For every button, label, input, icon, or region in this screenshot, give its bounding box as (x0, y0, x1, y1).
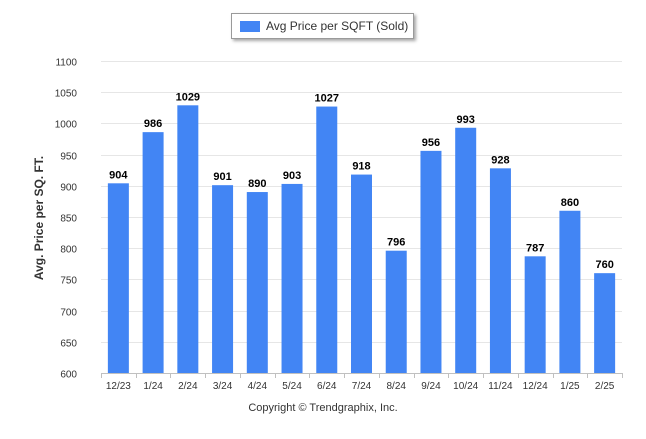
y-tick-label: 750 (60, 276, 77, 287)
x-tick-label: 12/23 (106, 381, 131, 392)
y-tick-label: 1000 (55, 120, 78, 131)
bar (281, 183, 303, 373)
x-tick-label: 12/24 (523, 381, 548, 392)
bar (594, 273, 616, 373)
data-label: 901 (213, 171, 231, 183)
bar (559, 210, 581, 373)
data-label: 956 (422, 137, 440, 149)
x-tick-label: 8/24 (386, 381, 406, 392)
x-tick-label: 1/25 (560, 381, 580, 392)
y-tick-label: 650 (60, 339, 77, 350)
data-label: 903 (283, 170, 301, 182)
bar (212, 185, 234, 373)
bar (420, 150, 442, 373)
x-tick-label: 6/24 (317, 381, 337, 392)
bar (524, 256, 546, 373)
data-label: 760 (595, 259, 613, 271)
data-label: 918 (352, 161, 370, 173)
legend-label: Avg Price per SQFT (Sold) (266, 19, 409, 33)
y-tick-label: 1100 (55, 58, 77, 69)
bar (316, 106, 338, 373)
bar (246, 192, 268, 373)
data-label: 860 (561, 197, 579, 209)
data-label: 993 (457, 114, 475, 126)
x-tick-label: 10/24 (453, 381, 478, 392)
bar (489, 168, 511, 373)
x-tick-label: 2/25 (595, 381, 615, 392)
x-tick-label: 1/24 (143, 381, 163, 392)
y-tick-label: 800 (60, 245, 77, 256)
bar (455, 127, 477, 373)
data-label: 904 (109, 169, 128, 181)
data-label: 928 (491, 154, 509, 166)
y-tick-label: 950 (60, 152, 77, 163)
y-tick-label: 900 (60, 183, 77, 194)
y-tick-label: 600 (60, 370, 77, 381)
data-label: 890 (248, 178, 266, 190)
bar (107, 183, 129, 373)
bar (385, 250, 407, 373)
chart-legend: Avg Price per SQFT (Sold) (231, 13, 414, 39)
bar (177, 105, 199, 373)
x-tick-label: 4/24 (248, 381, 268, 392)
x-tick-label: 7/24 (352, 381, 372, 392)
y-axis-title: Avg. Price per SQ. FT. (32, 155, 46, 281)
x-tick-label: 2/24 (178, 381, 198, 392)
data-label: 796 (387, 237, 405, 249)
y-tick-label: 1050 (55, 89, 78, 100)
x-tick-label: 3/24 (213, 381, 233, 392)
x-tick-label: 5/24 (282, 381, 302, 392)
bar (351, 174, 372, 373)
data-label: 1029 (176, 91, 200, 103)
data-label: 787 (526, 242, 544, 254)
x-tick-label: 11/24 (488, 381, 513, 392)
copyright-text: Copyright © Trendgraphix, Inc. (248, 402, 398, 414)
y-tick-label: 850 (60, 214, 77, 225)
bar (142, 132, 164, 373)
data-label: 1027 (315, 93, 339, 105)
y-tick-label: 700 (60, 308, 77, 319)
x-tick-label: 9/24 (421, 381, 441, 392)
data-label: 986 (144, 118, 162, 130)
legend-swatch (240, 20, 260, 32)
